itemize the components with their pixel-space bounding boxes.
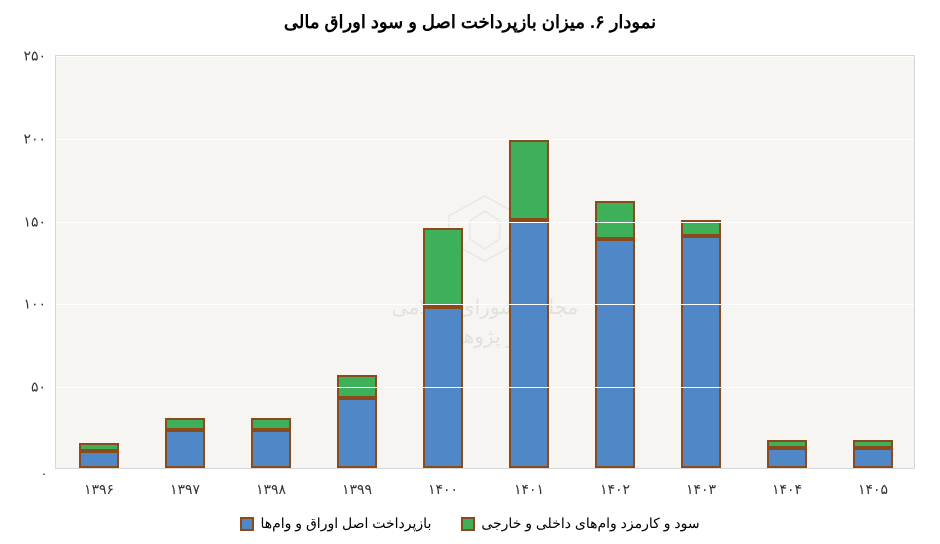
x-tick-label: ۱۳۹۶ xyxy=(59,481,139,498)
bar-segment-interest xyxy=(165,418,205,430)
bar-segment-interest xyxy=(423,228,463,307)
bars-area: ۱۳۹۶۱۳۹۷۱۳۹۸۱۳۹۹۱۴۰۰۱۴۰۱۱۴۰۲۱۴۰۳۱۴۰۴۱۴۰۵ xyxy=(56,56,914,468)
bar-segment-interest xyxy=(509,140,549,219)
y-tick-label: ۵۰ xyxy=(6,379,46,396)
grid-line xyxy=(56,304,914,305)
plot-area: مجلس شورای اسلامی مرکز پژوهش‌ها ۱۳۹۶۱۳۹۷… xyxy=(55,55,915,469)
x-tick-label: ۱۴۰۱ xyxy=(489,481,569,498)
legend-label: بازپرداخت اصل اوراق و وام‌ها xyxy=(260,515,431,532)
x-tick-label: ۱۴۰۰ xyxy=(403,481,483,498)
x-tick-label: ۱۴۰۴ xyxy=(747,481,827,498)
bar-segment-interest xyxy=(79,443,119,451)
chart-title: نمودار ۶. میزان بازپرداخت اصل و سود اورا… xyxy=(0,0,940,41)
y-tick-label: ۲۰۰ xyxy=(6,130,46,147)
bar-segment-principal xyxy=(337,398,377,468)
grid-line xyxy=(56,387,914,388)
bar-segment-principal xyxy=(165,430,205,468)
legend-item-principal: بازپرداخت اصل اوراق و وام‌ها xyxy=(240,515,431,532)
y-tick-label: . xyxy=(6,462,46,478)
grid-line xyxy=(56,139,914,140)
bar-segment-principal xyxy=(509,220,549,468)
grid-line xyxy=(56,56,914,57)
bar-segment-principal xyxy=(251,430,291,468)
legend-swatch xyxy=(461,517,475,531)
chart-container: نمودار ۶. میزان بازپرداخت اصل و سود اورا… xyxy=(0,0,940,544)
y-tick-label: ۲۵۰ xyxy=(6,48,46,65)
bar-segment-interest xyxy=(767,440,807,448)
legend-swatch xyxy=(240,517,254,531)
y-tick-label: ۱۰۰ xyxy=(6,296,46,313)
bar-segment-principal xyxy=(681,236,721,468)
bar-segment-principal xyxy=(595,239,635,468)
x-tick-label: ۱۳۹۹ xyxy=(317,481,397,498)
x-tick-label: ۱۴۰۲ xyxy=(575,481,655,498)
bar-segment-principal xyxy=(767,448,807,468)
legend-item-interest: سود و کارمزد وام‌های داخلی و خارجی xyxy=(461,515,699,532)
bar-segment-principal xyxy=(79,451,119,468)
bar-segment-interest xyxy=(595,201,635,239)
legend-label: سود و کارمزد وام‌های داخلی و خارجی xyxy=(481,515,699,532)
x-tick-label: ۱۴۰۵ xyxy=(833,481,913,498)
x-tick-label: ۱۳۹۸ xyxy=(231,481,311,498)
bar-segment-interest xyxy=(251,418,291,430)
grid-line xyxy=(56,470,914,471)
x-tick-label: ۱۳۹۷ xyxy=(145,481,225,498)
x-tick-label: ۱۴۰۳ xyxy=(661,481,741,498)
bar-segment-interest xyxy=(853,440,893,448)
bar-segment-principal xyxy=(853,448,893,468)
legend: سود و کارمزد وام‌های داخلی و خارجی بازپرد… xyxy=(0,515,940,532)
y-tick-label: ۱۵۰ xyxy=(6,213,46,230)
grid-line xyxy=(56,222,914,223)
